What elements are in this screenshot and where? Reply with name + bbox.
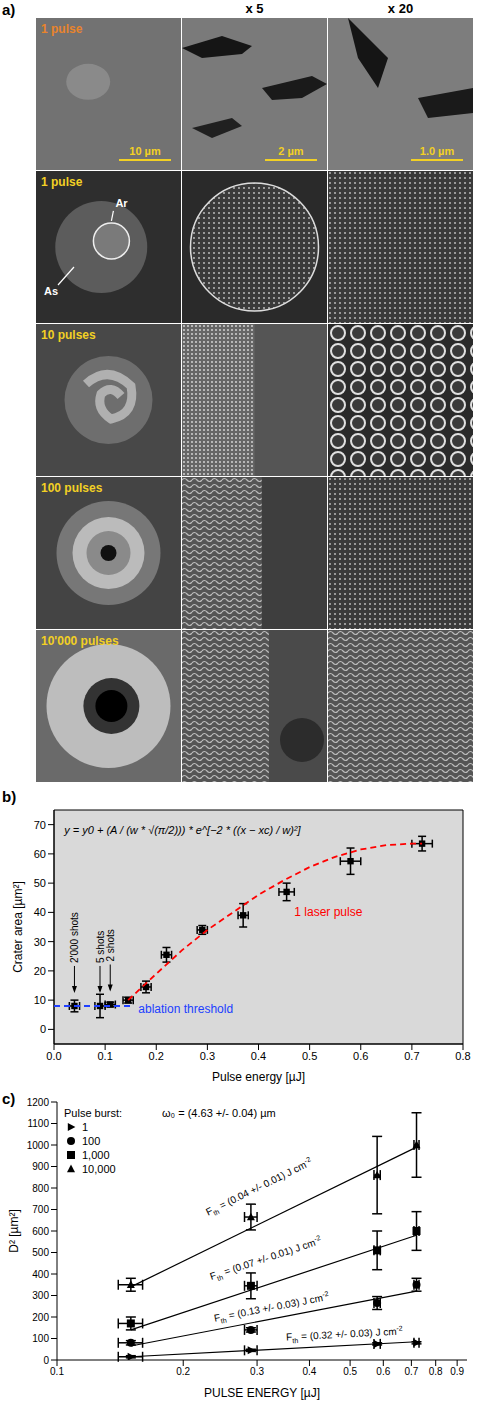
- html-text:1,000: 1,000: [82, 1149, 110, 1161]
- svg-text:0.8: 0.8: [455, 1050, 470, 1062]
- svg-text:200: 200: [32, 1312, 49, 1323]
- html-text:Pulse burst:: Pulse burst:: [64, 1107, 123, 1119]
- svg-text:0.0: 0.0: [46, 1050, 61, 1062]
- svg-text:50: 50: [34, 877, 46, 889]
- svg-text:0: 0: [40, 1023, 46, 1035]
- svg-text:As: As: [44, 285, 58, 297]
- svg-text:ablation threshold: ablation threshold: [138, 1002, 233, 1016]
- svg-text:400: 400: [32, 1269, 49, 1280]
- svg-text:x 5: x 5: [245, 1, 263, 16]
- svg-text:0.2: 0.2: [176, 1366, 190, 1377]
- svg-text:0.9: 0.9: [450, 1366, 464, 1377]
- svg-text:y = y0 + (A / (w * √(π/2))) *: y = y0 + (A / (w * √(π/2))) * e^[−2 * ((…: [63, 824, 301, 836]
- svg-text:30: 30: [34, 936, 46, 948]
- svg-text:600: 600: [32, 1226, 49, 1237]
- svg-text:Fth= (0.07 +/- 0.01) J cm-2: Fth= (0.07 +/- 0.01) J cm-2: [208, 1234, 323, 1284]
- svg-text:2'000 shots: 2'000 shots: [69, 912, 80, 963]
- svg-text:0.2: 0.2: [149, 1050, 164, 1062]
- svg-text:PULSE ENERGY [µJ]: PULSE ENERGY [µJ]: [204, 1386, 320, 1400]
- svg-text:500: 500: [32, 1247, 49, 1258]
- svg-text:0.6: 0.6: [376, 1366, 390, 1377]
- svg-text:0.3: 0.3: [200, 1050, 215, 1062]
- svg-text:70: 70: [34, 819, 46, 831]
- svg-text:D² [µm²]: D² [µm²]: [7, 1209, 21, 1253]
- svg-text:0.5: 0.5: [302, 1050, 317, 1062]
- svg-text:1100: 1100: [27, 1118, 49, 1129]
- svg-text:2 µm: 2 µm: [278, 145, 304, 157]
- svg-text:Crater area [µm²]: Crater area [µm²]: [11, 881, 25, 973]
- svg-text:0.5: 0.5: [343, 1366, 357, 1377]
- svg-text:0.6: 0.6: [353, 1050, 368, 1062]
- svg-text:0.8: 0.8: [429, 1366, 443, 1377]
- svg-text:10 µm: 10 µm: [129, 145, 161, 157]
- svg-text:100 pulses: 100 pulses: [41, 481, 103, 495]
- svg-text:10: 10: [34, 994, 46, 1006]
- svg-text:1 pulse: 1 pulse: [41, 22, 83, 36]
- svg-text:0.3: 0.3: [250, 1366, 264, 1377]
- svg-text:1.0 µm: 1.0 µm: [420, 145, 455, 157]
- svg-text:0.1: 0.1: [50, 1366, 64, 1377]
- svg-text:1000: 1000: [27, 1140, 50, 1151]
- svg-text:0.1: 0.1: [97, 1050, 112, 1062]
- svg-text:1 pulse: 1 pulse: [41, 175, 83, 189]
- svg-text:Fth= (0.32 +/- 0.03) J cm-2: Fth= (0.32 +/- 0.03) J cm-2: [286, 1324, 403, 1344]
- svg-text:Fth= (0.04 +/- 0.01) J cm-2: Fth= (0.04 +/- 0.01) J cm-2: [204, 1155, 315, 1219]
- svg-text:100: 100: [32, 1333, 49, 1344]
- svg-text:10 pulses: 10 pulses: [41, 328, 96, 342]
- svg-text:1200: 1200: [27, 1097, 50, 1108]
- svg-text:40: 40: [34, 906, 46, 918]
- svg-text:0.4: 0.4: [303, 1366, 317, 1377]
- html-text:b): b): [2, 788, 17, 805]
- html-text:100: 100: [82, 1135, 101, 1147]
- svg-text:20: 20: [34, 965, 46, 977]
- svg-text:Fth= (0.13 +/- 0.03) J cm-2: Fth= (0.13 +/- 0.03) J cm-2: [213, 1290, 330, 1326]
- svg-text:700: 700: [32, 1204, 49, 1215]
- svg-text:0.4: 0.4: [251, 1050, 266, 1062]
- svg-text:0.7: 0.7: [404, 1050, 419, 1062]
- svg-text:2 shots: 2 shots: [105, 929, 116, 961]
- svg-text:0.7: 0.7: [404, 1366, 418, 1377]
- svg-text:5 shots: 5 shots: [94, 930, 106, 963]
- svg-text:10'000 pulses: 10'000 pulses: [41, 634, 119, 648]
- svg-text:Ar: Ar: [115, 197, 128, 209]
- html-text:c): c): [2, 1090, 16, 1107]
- html-text:1: 1: [82, 1121, 89, 1133]
- svg-text:60: 60: [34, 848, 46, 860]
- svg-text:1 laser pulse: 1 laser pulse: [294, 905, 362, 919]
- svg-text:300: 300: [32, 1290, 49, 1301]
- svg-text:0: 0: [43, 1355, 49, 1366]
- svg-text:800: 800: [32, 1183, 49, 1194]
- html-text:10,000: 10,000: [82, 1163, 116, 1175]
- svg-text:Pulse energy [µJ]: Pulse energy [µJ]: [212, 1070, 305, 1084]
- svg-text:x 20: x 20: [388, 1, 413, 16]
- svg-text:a): a): [2, 1, 15, 18]
- html-text:ω₀ = (4.63 +/- 0.04) µm: ω₀ = (4.63 +/- 0.04) µm: [162, 1107, 276, 1119]
- svg-text:900: 900: [32, 1161, 49, 1172]
